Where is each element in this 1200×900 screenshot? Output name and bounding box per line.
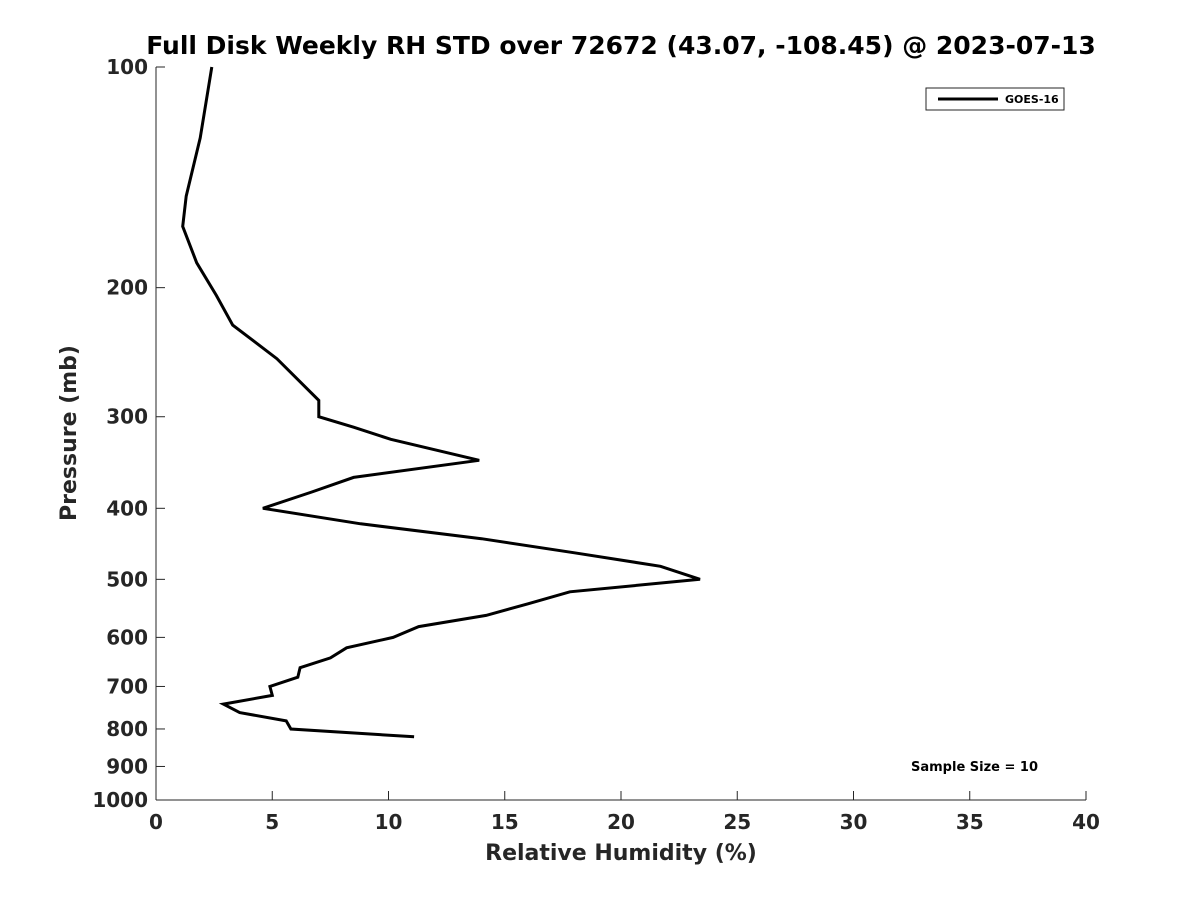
y-tick-label: 200 [106, 276, 148, 300]
y-tick-label: 800 [106, 717, 148, 741]
x-tick-label: 0 [149, 810, 163, 834]
chart-title: Full Disk Weekly RH STD over 72672 (43.0… [146, 31, 1096, 60]
y-axis-label: Pressure (mb) [57, 345, 82, 521]
x-tick-label: 15 [491, 810, 519, 834]
plot-area: 0 5 10 15 20 25 30 35 40 100 200 300 400 500 600 700 80… [92, 55, 1100, 834]
x-tick-label: 30 [840, 810, 868, 834]
legend: GOES-16 [925, 87, 1065, 111]
y-tick-label: 500 [106, 567, 148, 591]
sample-size-annotation: Sample Size = 10 [911, 760, 1038, 775]
series-line-goes-16 [181, 66, 701, 739]
x-axis-label: Relative Humidity (%) [485, 841, 757, 866]
y-tick-label: 700 [106, 674, 148, 698]
y-ticks: 100 200 300 400 500 600 700 800 900 1000 [92, 55, 165, 812]
y-tick-label: 600 [106, 625, 148, 649]
y-tick-label: 1000 [92, 788, 148, 812]
x-tick-label: 5 [265, 810, 279, 834]
x-tick-label: 40 [1072, 810, 1100, 834]
series-layer [181, 66, 701, 739]
x-tick-label: 35 [956, 810, 984, 834]
y-tick-label: 300 [106, 405, 148, 429]
y-tick-label: 400 [106, 496, 148, 520]
y-tick-label: 900 [106, 754, 148, 778]
y-tick-label: 100 [106, 55, 148, 79]
x-tick-label: 10 [375, 810, 403, 834]
x-tick-label: 25 [723, 810, 751, 834]
legend-label-goes-16: GOES-16 [1005, 93, 1059, 106]
x-ticks: 0 5 10 15 20 25 30 35 40 [149, 791, 1100, 834]
x-tick-label: 20 [607, 810, 635, 834]
